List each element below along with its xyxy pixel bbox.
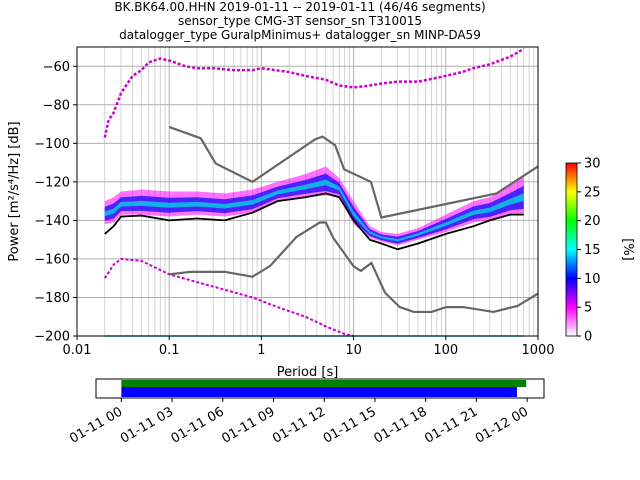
nhnm-line <box>168 125 539 219</box>
coverage-bar-total <box>121 380 527 387</box>
y-tick-label: −100 <box>34 137 70 152</box>
timeline-tick-label: 01-11 15 <box>321 404 379 446</box>
mean-psd-line <box>104 192 524 251</box>
coverage-bar-used <box>121 387 517 397</box>
colorbar-tick-label: 30 <box>584 157 601 172</box>
y-tick-label: −60 <box>43 60 70 75</box>
colorbar: 0 5 10 15 20 25 30 [%] <box>565 157 635 345</box>
timeline-tick-label: 01-11 18 <box>372 404 430 446</box>
colorbar-bar <box>565 162 578 337</box>
colorbar-tick-label: 20 <box>584 214 601 229</box>
x-tick-label: 0.1 <box>159 343 180 358</box>
colorbar-tick-label: 5 <box>584 301 592 316</box>
y-tick-label: −160 <box>34 252 70 267</box>
y-axis-label: Power [m²/s⁴/Hz] [dB] <box>7 121 22 261</box>
y-tick-label: −120 <box>34 175 70 190</box>
psd-density-band-core <box>104 173 524 244</box>
y-tick-label: −200 <box>34 330 70 345</box>
nlnm-line <box>169 221 539 314</box>
y-tick-label: −140 <box>34 214 70 229</box>
x-tick-label: 10 <box>345 343 362 358</box>
timeline-tick-label: 01-11 00 <box>67 404 125 446</box>
timeline-tick-label: 01-11 09 <box>219 404 277 446</box>
outlier-trace-lower <box>103 257 354 337</box>
plot-frame <box>76 46 539 337</box>
x-axis-label: Period [s] <box>277 365 339 380</box>
colorbar-tick-label: 25 <box>584 185 601 200</box>
x-tick-label: 1000 <box>521 343 554 358</box>
title-line-3: datalogger_type GuralpMinimus+ datalogge… <box>119 28 481 42</box>
title-line-1: BK.BK64.00.HHN 2019-01-11 -- 2019-01-11 … <box>114 0 486 14</box>
colorbar-label: [%] <box>620 238 635 261</box>
x-tick-label: 100 <box>433 343 458 358</box>
timeline-tick-label: 01-11 21 <box>422 404 480 446</box>
timeline-tick-label: 01-11 12 <box>270 404 328 446</box>
title-line-2: sensor_type CMG-3T sensor_sn T310015 <box>177 14 423 28</box>
psd-plot: 0.01 0.1 1 10 100 1000 −60 −80 −100 −120 −140 −160 −… <box>7 46 555 380</box>
outlier-trace-upper <box>103 47 525 138</box>
y-tick-label: −180 <box>34 291 70 306</box>
timeline-tick-label: 01-11 03 <box>118 404 176 446</box>
colorbar-tick-label: 0 <box>584 330 592 345</box>
x-tick-label: 1 <box>257 343 265 358</box>
colorbar-tick-label: 10 <box>584 272 601 287</box>
colorbar-tick-label: 15 <box>584 243 601 258</box>
timeline-tick-label: 01-11 06 <box>169 404 227 446</box>
y-tick-label: −80 <box>43 98 70 113</box>
x-tick-label: 0.01 <box>63 343 92 358</box>
timeline-tick-label: 01-12 00 <box>473 404 531 446</box>
